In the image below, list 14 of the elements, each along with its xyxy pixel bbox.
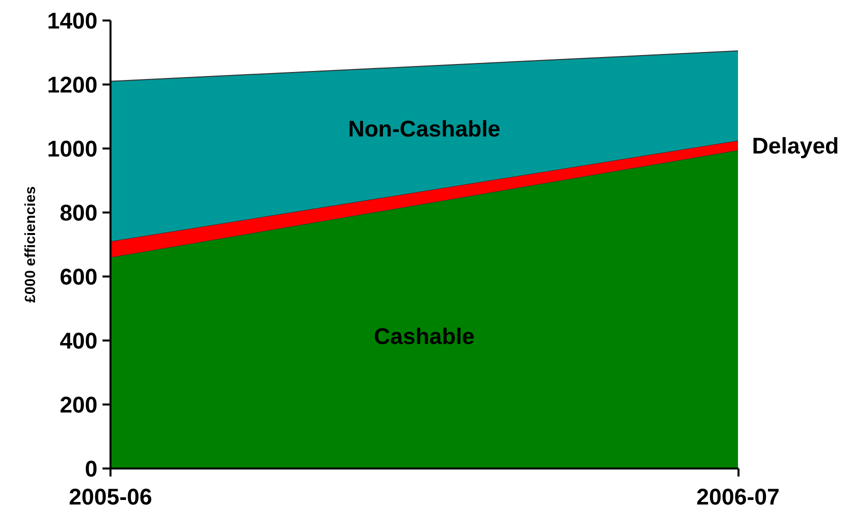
y-tick-label: 400	[60, 328, 98, 354]
x-tick-label: 2005-06	[68, 484, 152, 510]
y-tick-label: 1000	[47, 136, 98, 162]
y-tick-label: 200	[60, 392, 98, 418]
y-axis-title: £000 efficiencies	[23, 186, 40, 303]
y-tick-label: 600	[60, 264, 98, 290]
y-tick-label: 1400	[47, 8, 98, 34]
y-tick-label: 0	[84, 456, 98, 482]
x-tick-label: 2006-07	[696, 484, 780, 510]
y-tick-label: 1200	[47, 72, 98, 98]
y-tick-label: 800	[60, 200, 98, 226]
series-label: Cashable	[374, 323, 475, 350]
series-label: Non-Cashable	[348, 116, 500, 142]
series-label: Delayed	[752, 132, 839, 158]
